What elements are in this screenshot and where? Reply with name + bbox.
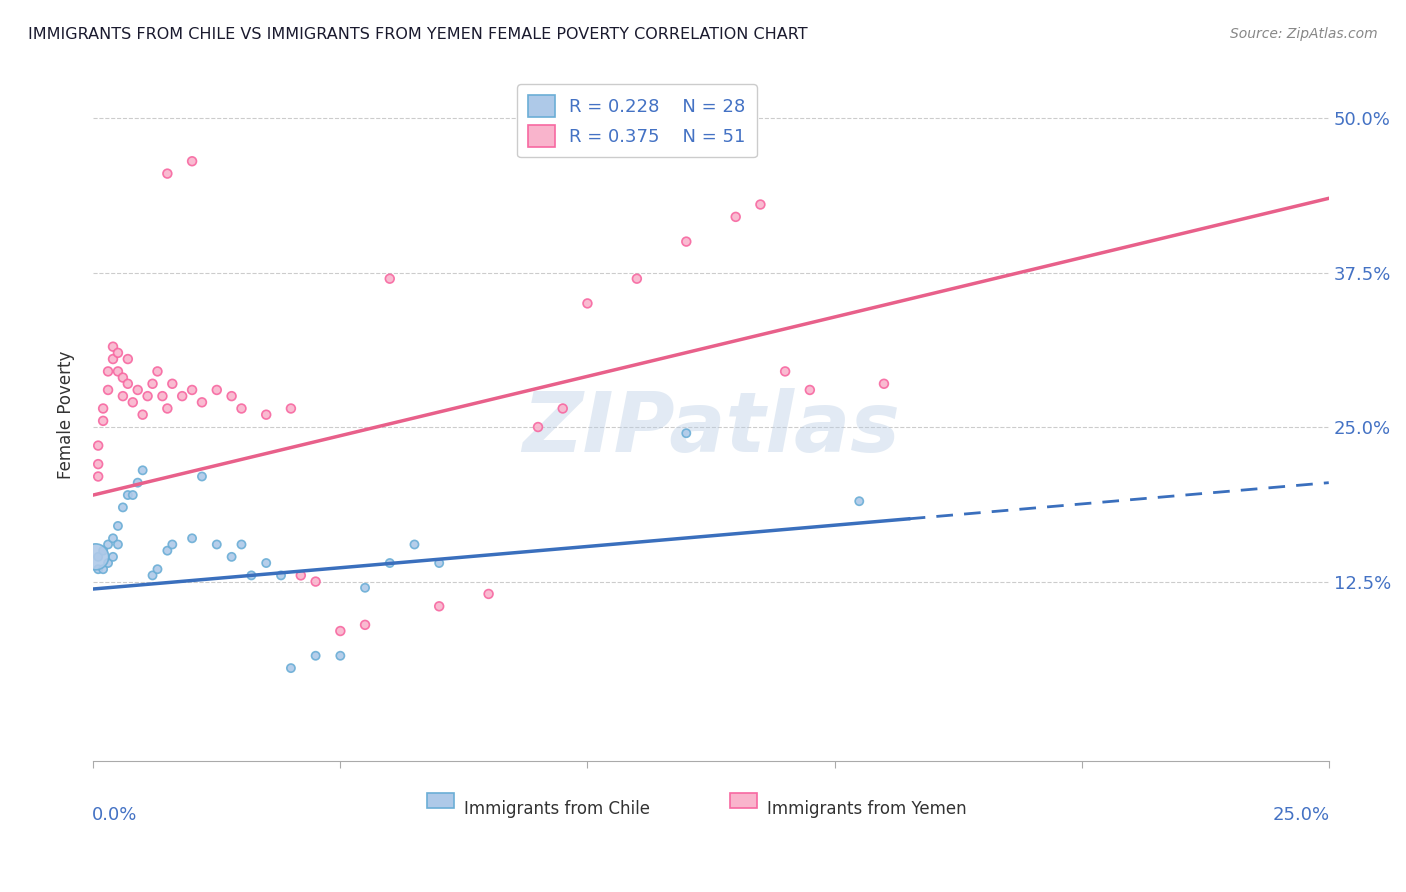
Point — [205, 383, 228, 397]
Point — [749, 197, 772, 211]
Point — [97, 556, 120, 570]
Point — [146, 562, 169, 576]
Point — [626, 271, 648, 285]
Point — [221, 389, 243, 403]
Point — [724, 210, 747, 224]
Point — [527, 420, 550, 434]
Point — [127, 383, 149, 397]
Point — [87, 457, 110, 471]
Point — [675, 235, 697, 249]
Text: Immigrants from Yemen: Immigrants from Yemen — [766, 799, 966, 818]
Point — [107, 346, 129, 360]
Text: 0.0%: 0.0% — [91, 805, 138, 824]
Point — [121, 488, 143, 502]
Point — [181, 531, 204, 545]
Point — [427, 556, 450, 570]
Point — [181, 154, 204, 169]
Point — [354, 617, 377, 632]
Text: ZIPatlas: ZIPatlas — [522, 388, 900, 469]
Point — [117, 352, 139, 367]
Point — [131, 463, 153, 477]
Text: Source: ZipAtlas.com: Source: ZipAtlas.com — [1230, 27, 1378, 41]
Point — [156, 543, 179, 558]
Point — [111, 389, 134, 403]
Point — [329, 648, 352, 663]
Point — [191, 469, 214, 483]
Point — [117, 488, 139, 502]
Point — [121, 395, 143, 409]
Point — [101, 531, 124, 545]
Point — [576, 296, 599, 310]
Point — [107, 364, 129, 378]
Point — [156, 167, 179, 181]
Point — [162, 376, 184, 391]
Point — [87, 469, 110, 483]
Point — [107, 537, 129, 551]
Point — [290, 568, 312, 582]
Point — [97, 537, 120, 551]
Point — [87, 439, 110, 453]
Point — [181, 383, 204, 397]
Point — [329, 624, 352, 638]
Point — [478, 587, 501, 601]
Point — [254, 556, 277, 570]
Point — [87, 562, 110, 576]
Point — [136, 389, 159, 403]
Point — [141, 376, 163, 391]
Point — [97, 364, 120, 378]
Point — [117, 376, 139, 391]
Point — [427, 599, 450, 614]
Text: IMMIGRANTS FROM CHILE VS IMMIGRANTS FROM YEMEN FEMALE POVERTY CORRELATION CHART: IMMIGRANTS FROM CHILE VS IMMIGRANTS FROM… — [28, 27, 807, 42]
Point — [127, 475, 149, 490]
Point — [101, 340, 124, 354]
Point — [799, 383, 821, 397]
Y-axis label: Female Poverty: Female Poverty — [58, 351, 75, 479]
Point — [240, 568, 263, 582]
Point — [675, 426, 697, 441]
Point — [280, 661, 302, 675]
Point — [404, 537, 426, 551]
Point — [231, 537, 253, 551]
Point — [280, 401, 302, 416]
Point — [87, 549, 110, 564]
Point — [91, 543, 114, 558]
Point — [84, 549, 107, 564]
Point — [91, 562, 114, 576]
Point — [101, 549, 124, 564]
Point — [111, 370, 134, 384]
Point — [91, 414, 114, 428]
Point — [141, 568, 163, 582]
Point — [773, 364, 796, 378]
Point — [205, 537, 228, 551]
Point — [378, 271, 401, 285]
Point — [97, 383, 120, 397]
Point — [191, 395, 214, 409]
Text: 25.0%: 25.0% — [1272, 805, 1330, 824]
FancyBboxPatch shape — [427, 793, 454, 808]
Point — [221, 549, 243, 564]
Point — [551, 401, 574, 416]
Point — [354, 581, 377, 595]
Point — [101, 352, 124, 367]
Point — [131, 408, 153, 422]
Point — [254, 408, 277, 422]
Point — [152, 389, 174, 403]
Point — [848, 494, 870, 508]
Point — [156, 401, 179, 416]
Point — [146, 364, 169, 378]
Point — [111, 500, 134, 515]
Point — [162, 537, 184, 551]
Point — [172, 389, 194, 403]
Text: Immigrants from Chile: Immigrants from Chile — [464, 799, 650, 818]
Point — [231, 401, 253, 416]
Point — [270, 568, 292, 582]
Point — [107, 519, 129, 533]
FancyBboxPatch shape — [730, 793, 756, 808]
Point — [304, 648, 326, 663]
Point — [873, 376, 896, 391]
Legend: R = 0.228    N = 28, R = 0.375    N = 51: R = 0.228 N = 28, R = 0.375 N = 51 — [517, 85, 756, 157]
Point — [91, 401, 114, 416]
Point — [378, 556, 401, 570]
Point — [304, 574, 326, 589]
